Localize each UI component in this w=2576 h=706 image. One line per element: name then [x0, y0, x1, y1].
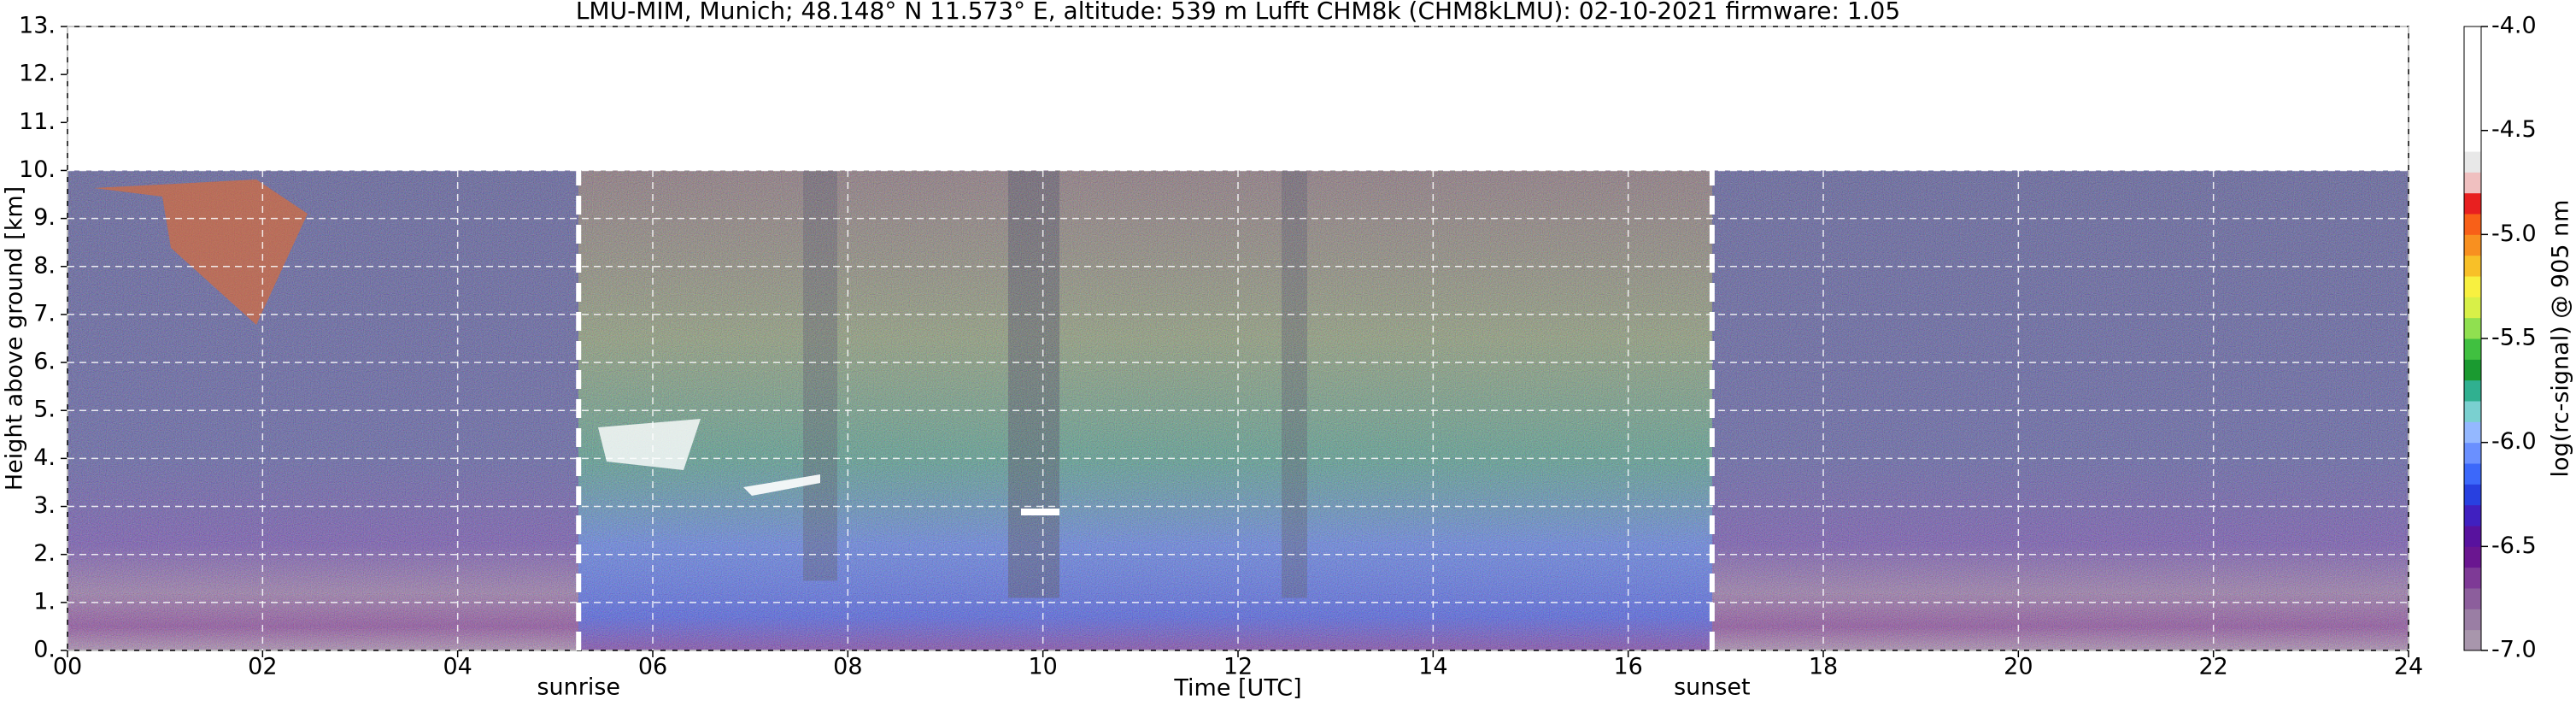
colorbar-swatch: [2464, 442, 2481, 464]
cloud: [743, 474, 820, 496]
cloud: [94, 179, 308, 325]
y-tick-label: 2.: [33, 540, 56, 567]
colorbar-swatch: [2464, 297, 2481, 319]
colorbar-tick-label: -6.5: [2491, 532, 2537, 559]
colorbar-swatch: [2464, 463, 2481, 485]
colorbar-tick-label: -7.0: [2491, 637, 2537, 663]
y-tick-label: 1.: [33, 588, 56, 615]
y-tick-label: 12.: [19, 61, 56, 87]
colorbar-swatch: [2464, 172, 2481, 194]
colorbar-swatch: [2464, 609, 2481, 631]
y-tick-label: 8.: [33, 252, 56, 279]
colorbar-tick-label: -5.0: [2491, 221, 2537, 247]
colorbar-swatch: [2464, 89, 2481, 110]
x-tick-label: 20: [2004, 654, 2033, 680]
colorbar-swatch: [2464, 255, 2481, 277]
colorbar-tick-label: -5.5: [2491, 325, 2537, 351]
x-tick-label: 12: [1223, 654, 1253, 680]
colorbar-swatch: [2464, 214, 2481, 235]
colorbar-swatch: [2464, 567, 2481, 589]
chart-title: LMU-MIM, Munich; 48.148° N 11.573° E, al…: [576, 0, 1900, 25]
colorbar-swatch: [2464, 192, 2481, 215]
colorbar-swatch: [2464, 526, 2481, 547]
colorbar-swatch: [2464, 26, 2481, 48]
colorbar-swatch: [2464, 109, 2481, 132]
cloud: [1021, 509, 1059, 515]
x-tick-label: 08: [833, 654, 862, 680]
x-tick-label: 18: [1809, 654, 1838, 680]
y-axis-label: Height above ground [km]: [2, 186, 28, 491]
colorbar-swatch: [2464, 234, 2481, 256]
x-tick-label: 16: [1613, 654, 1642, 680]
y-tick-label: 3.: [33, 492, 56, 519]
x-tick-label: 00: [53, 654, 82, 680]
x-tick-label: 14: [1418, 654, 1447, 680]
colorbar-tick-label: -6.0: [2491, 428, 2537, 455]
cloud: [598, 419, 701, 470]
x-tick-label: 04: [443, 654, 472, 680]
y-tick-label: 11.: [19, 109, 56, 135]
colorbar-swatch: [2464, 47, 2481, 69]
y-tick-label: 0.: [33, 637, 56, 663]
y-tick-label: 7.: [33, 300, 56, 327]
x-tick-label: 24: [2394, 654, 2423, 680]
colorbar-swatch: [2464, 151, 2481, 173]
colorbar-swatch: [2464, 68, 2481, 90]
colorbar-swatch: [2464, 317, 2481, 339]
colorbar-swatch: [2464, 421, 2481, 444]
colorbar-swatch: [2464, 338, 2481, 360]
colorbar-swatch: [2464, 276, 2481, 297]
x-tick-label: 22: [2198, 654, 2227, 680]
colorbar-tick-label: -4.5: [2491, 116, 2537, 143]
colorbar-swatch: [2464, 130, 2481, 152]
x-tick-label: 10: [1028, 654, 1057, 680]
colorbar-swatch: [2464, 379, 2481, 402]
y-tick-label: 13.: [19, 13, 56, 39]
colorbar-label: log(rc-signal) @ 905 nm: [2548, 200, 2574, 478]
annotation-label: sunset: [1674, 674, 1751, 701]
y-tick-label: 6.: [33, 349, 56, 375]
colorbar-swatch: [2464, 588, 2481, 609]
colorbar-swatch: [2464, 359, 2481, 381]
y-tick-label: 5.: [33, 397, 56, 423]
x-axis-label: Time [UTC]: [1173, 675, 1301, 702]
colorbar-swatch: [2464, 504, 2481, 527]
y-tick-label: 4.: [33, 444, 56, 471]
colorbar-swatch: [2464, 401, 2481, 422]
y-tick-label: 10.: [19, 156, 56, 183]
colorbar-swatch: [2464, 546, 2481, 568]
x-tick-label: 06: [638, 654, 667, 680]
colorbar-swatch: [2464, 629, 2481, 651]
x-tick-label: 02: [248, 654, 277, 680]
annotation-label: sunrise: [537, 674, 620, 701]
y-tick-label: 9.: [33, 204, 56, 231]
colorbar-tick-label: -4.0: [2491, 13, 2537, 39]
colorbar-swatch: [2464, 484, 2481, 506]
